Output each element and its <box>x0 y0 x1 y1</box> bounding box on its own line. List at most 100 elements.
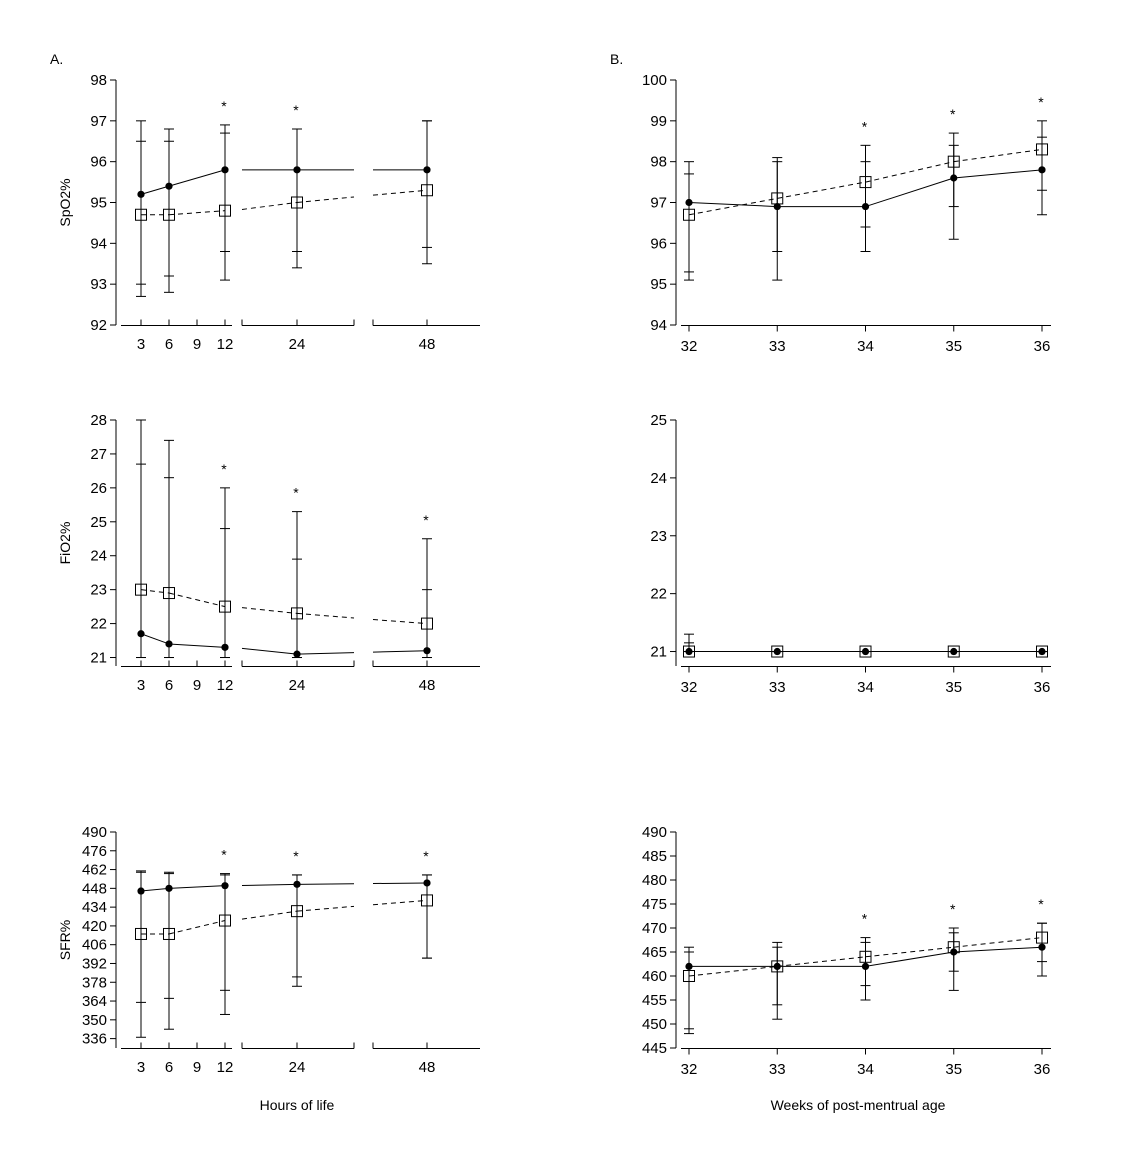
data-point-circle <box>861 202 870 211</box>
series-line <box>953 937 1043 948</box>
significance-marker: * <box>221 847 227 863</box>
y-tick-label: 445 <box>642 1040 667 1057</box>
data-point-circle <box>221 643 229 651</box>
x-tick-label: 24 <box>289 677 306 694</box>
series-line <box>296 196 355 203</box>
data-point-square <box>947 155 960 168</box>
data-point-square <box>163 208 175 221</box>
x-tick-label: 3 <box>137 336 145 353</box>
y-tick-label: 100 <box>642 72 667 89</box>
series-line <box>777 181 866 199</box>
data-point-square <box>421 894 433 907</box>
y-tick-label: 21 <box>650 644 667 661</box>
x-tick-label: 32 <box>681 1061 698 1078</box>
series-line <box>140 633 170 645</box>
y-tick-label: 94 <box>90 235 107 252</box>
data-point-square <box>859 176 872 189</box>
y-tick-label: 470 <box>642 920 667 937</box>
y-tick-label: 490 <box>642 824 667 841</box>
data-point-square <box>421 617 433 630</box>
series-line <box>372 650 428 653</box>
data-point-square <box>683 645 695 658</box>
x-tick-label: 9 <box>193 336 201 353</box>
y-tick-label: 350 <box>82 1012 107 1029</box>
data-point-circle <box>423 166 431 174</box>
chart-b_spo2: 94 95 96 97 98 99 100 32 33 34 35 36 * * * <box>642 72 1051 355</box>
y-tick-label: 97 <box>650 195 667 212</box>
chart-b_fio2: 21 22 23 24 25 32 33 34 35 36 <box>650 412 1051 696</box>
x-tick-label: 32 <box>681 679 698 696</box>
y-tick-label: 22 <box>90 616 107 633</box>
series-line <box>865 946 954 958</box>
y-tick-label: 27 <box>90 446 107 463</box>
significance-marker: * <box>950 106 956 122</box>
y-tick-label: 476 <box>82 843 107 860</box>
data-point-circle <box>293 166 301 174</box>
data-point-circle <box>685 647 693 656</box>
data-point-square <box>219 600 231 613</box>
data-point-square <box>1036 645 1048 658</box>
data-point-circle <box>1038 943 1046 951</box>
y-tick-label: 475 <box>642 896 667 913</box>
y-tick-label: 460 <box>642 968 667 985</box>
data-point-square <box>859 645 872 658</box>
data-point-circle <box>950 174 958 182</box>
significance-marker: * <box>862 118 868 134</box>
y-tick-label: 95 <box>650 276 667 293</box>
y-tick-label: 485 <box>642 848 667 865</box>
significance-marker: * <box>862 911 868 927</box>
series-line <box>777 956 866 967</box>
data-point-circle <box>950 647 958 656</box>
series-line <box>296 612 355 619</box>
significance-marker: * <box>1038 896 1044 912</box>
data-point-circle <box>950 948 958 956</box>
data-point-square <box>163 927 175 940</box>
x-tick-label: 12 <box>217 336 234 353</box>
y-tick-label: 22 <box>650 586 667 603</box>
data-point-circle <box>773 962 781 971</box>
x-tick-label: 33 <box>769 338 786 355</box>
y-tick-label: 490 <box>82 824 107 841</box>
data-point-circle <box>1038 166 1046 174</box>
series-line <box>372 882 428 885</box>
x-tick-label: 48 <box>419 336 436 353</box>
data-point-circle <box>165 640 173 648</box>
data-point-circle <box>685 962 693 971</box>
data-point-square <box>771 960 784 973</box>
data-point-circle <box>165 884 173 892</box>
data-point-circle <box>423 879 431 887</box>
data-point-square <box>291 196 303 209</box>
series-line <box>168 920 226 935</box>
series-line <box>140 887 170 892</box>
data-point-circle <box>165 182 173 190</box>
y-axis-label: SpO2% <box>57 178 73 226</box>
data-point-circle <box>773 202 781 211</box>
series-line <box>140 185 170 195</box>
x-tick-label: 48 <box>419 1059 436 1076</box>
series-line <box>865 161 954 183</box>
x-tick-label: 33 <box>769 1061 786 1078</box>
data-point-square <box>1036 143 1048 156</box>
series-line <box>168 643 226 648</box>
series-line <box>168 885 226 889</box>
panel-label-a: A. <box>50 51 63 67</box>
chart-a_fio2: 21 22 23 24 25 26 27 28 3 6 9 12 24 48 FiO2% * * * <box>57 412 480 694</box>
x-tick-label: 34 <box>857 1061 874 1078</box>
data-point-square <box>859 950 872 963</box>
data-point-circle <box>137 887 145 895</box>
data-point-square <box>947 941 960 954</box>
data-point-circle <box>137 190 145 198</box>
data-point-square <box>135 583 147 596</box>
y-tick-label: 392 <box>82 955 107 972</box>
x-tick-label: 35 <box>945 338 962 355</box>
data-point-square <box>771 645 784 658</box>
x-tick-label: 32 <box>681 338 698 355</box>
x-tick-label: 35 <box>945 1061 962 1078</box>
series-line <box>865 951 954 967</box>
series-line <box>296 652 355 655</box>
x-tick-label: 34 <box>857 338 874 355</box>
x-tick-label: 36 <box>1034 338 1051 355</box>
series-line <box>953 148 1043 163</box>
